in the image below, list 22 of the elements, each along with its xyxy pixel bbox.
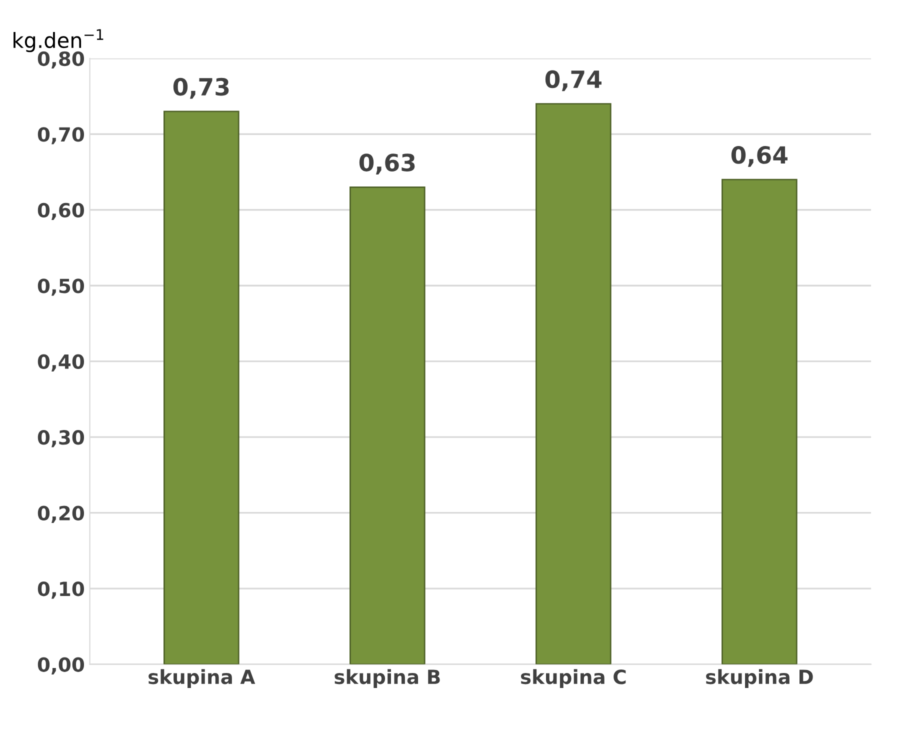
y-tick-label: 0,00 — [38, 657, 84, 674]
bar — [350, 186, 426, 664]
data-label: 0,74 — [545, 70, 602, 92]
bar — [164, 110, 240, 664]
x-tick-label: skupina D — [706, 669, 813, 688]
y-tick-label: 0,40 — [38, 354, 84, 372]
y-tick-label: 0,80 — [38, 51, 84, 69]
data-label: 0,64 — [731, 146, 788, 167]
y-tick-label: 0,30 — [38, 430, 84, 448]
y-tick-label: 0,20 — [38, 506, 84, 523]
x-tick-label: skupina C — [520, 669, 626, 688]
data-label: 0,73 — [173, 78, 229, 99]
y-tick-label: 0,10 — [38, 582, 84, 599]
y-tick-label: 0,50 — [38, 278, 84, 296]
y-tick-label: 0,70 — [38, 127, 84, 144]
x-tick-label: skupina B — [334, 669, 440, 688]
y-axis-title: kg.den$^{−1}$ — [14, 29, 104, 52]
data-label: 0,63 — [359, 154, 415, 174]
y-tick-label: 0,60 — [38, 202, 84, 220]
bar — [536, 103, 612, 664]
bar — [722, 178, 798, 664]
x-tick-label: skupina A — [148, 669, 256, 688]
